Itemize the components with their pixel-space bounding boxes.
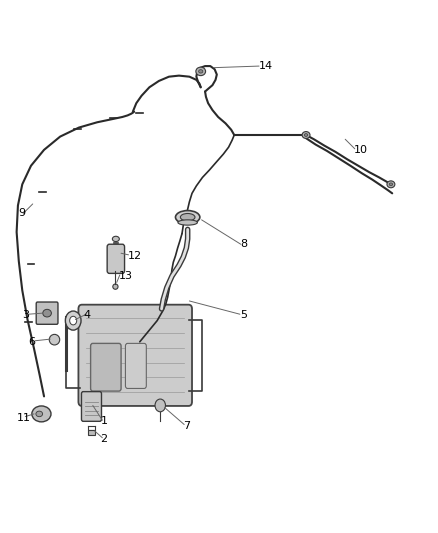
Ellipse shape <box>198 70 203 73</box>
Text: 9: 9 <box>18 208 25 219</box>
FancyBboxPatch shape <box>91 343 121 391</box>
Ellipse shape <box>176 211 200 224</box>
FancyBboxPatch shape <box>107 244 124 273</box>
Ellipse shape <box>180 214 195 221</box>
Text: 1: 1 <box>101 416 108 426</box>
Ellipse shape <box>387 181 395 188</box>
FancyBboxPatch shape <box>81 392 102 421</box>
Ellipse shape <box>43 309 51 317</box>
Ellipse shape <box>196 67 205 76</box>
Ellipse shape <box>65 311 81 330</box>
FancyBboxPatch shape <box>36 302 58 324</box>
Text: 5: 5 <box>240 310 247 320</box>
Text: 2: 2 <box>101 434 108 444</box>
Ellipse shape <box>36 411 42 417</box>
Ellipse shape <box>304 134 308 136</box>
FancyBboxPatch shape <box>78 305 192 406</box>
Text: 7: 7 <box>184 421 191 431</box>
Ellipse shape <box>389 183 392 185</box>
Text: 8: 8 <box>240 239 247 249</box>
Text: 10: 10 <box>354 145 368 155</box>
Text: 4: 4 <box>83 310 90 320</box>
Ellipse shape <box>70 316 77 325</box>
Text: 13: 13 <box>119 271 133 281</box>
Ellipse shape <box>32 406 51 422</box>
Text: 3: 3 <box>22 310 29 320</box>
Ellipse shape <box>178 220 198 225</box>
Ellipse shape <box>49 334 60 345</box>
Ellipse shape <box>113 284 118 289</box>
Bar <box>88 430 95 435</box>
Text: 6: 6 <box>28 337 35 347</box>
Text: 11: 11 <box>17 413 31 423</box>
Text: 14: 14 <box>259 61 273 71</box>
Ellipse shape <box>155 399 166 412</box>
Ellipse shape <box>302 132 310 139</box>
Text: 12: 12 <box>127 251 142 261</box>
FancyBboxPatch shape <box>125 343 146 389</box>
Ellipse shape <box>113 236 119 241</box>
